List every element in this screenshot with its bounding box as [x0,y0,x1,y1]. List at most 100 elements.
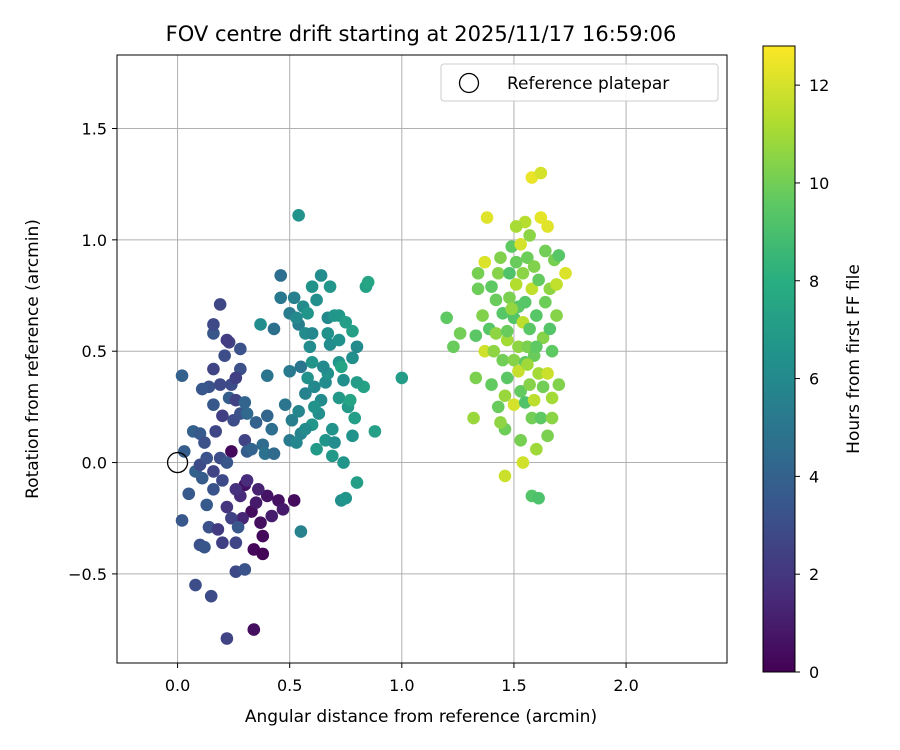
scatter-point [292,405,305,418]
scatter-point [220,632,234,645]
scatter-point [339,491,353,505]
scatter-point [317,360,330,374]
scatter-point [489,293,503,307]
scatter-point [285,413,299,427]
scatter-point [541,429,554,443]
scatter-point [274,291,288,305]
scatter-point [207,482,220,496]
scatter-point [469,371,483,385]
scatter-point [218,349,231,362]
scatter-point [346,351,359,365]
scatter-point [532,273,545,287]
scatter-point [310,293,323,307]
scatter-point [523,378,536,391]
scatter-point [207,398,220,411]
reference-marker [166,451,189,474]
scatter-point [478,344,492,358]
scatter-point [204,589,218,603]
scatter-point [278,398,292,411]
grid-lines [117,55,727,663]
scatter-point [240,407,254,420]
scatter-point [283,364,296,378]
scatter-point [527,393,541,407]
scatter-point [207,465,220,478]
scatter-point [207,362,220,376]
scatter-point [328,436,341,449]
scatter-point [476,309,489,322]
scatter-point [229,482,243,496]
y-tick-label: 0.5 [82,342,107,361]
scatter-point [541,220,554,233]
scatter-point [337,456,350,469]
scatter-point [254,318,267,331]
scatter-point [471,266,485,280]
scatter-point [496,353,510,367]
scatter-point [543,322,557,336]
scatter-point [229,536,243,550]
scatter-point [220,456,234,469]
scatter-point [305,356,319,369]
scatter-point [182,487,196,501]
colorbar-tick-label: 2 [809,565,819,584]
scatter-point [321,327,335,340]
x-tick-label: 0.5 [277,676,302,695]
scatter-point [305,327,319,340]
scatter-point [521,358,534,371]
scatter-point [559,266,572,280]
scatter-point [521,340,534,354]
scatter-point [523,229,536,242]
scatter-point [260,489,274,503]
scatter-point [200,498,214,512]
scatter-point [532,367,545,380]
scatter-point [514,384,527,398]
x-tick-label: 1.0 [389,676,414,695]
colorbar-frame [762,45,796,673]
scatter-point [350,340,364,354]
scatter-point [198,436,211,449]
scatter-point [301,307,314,320]
scatter-point [245,442,258,456]
y-tick-label: 1.0 [82,231,107,250]
y-tick-label: −0.5 [68,565,107,584]
scatter-point [207,318,220,331]
scatter-point [189,578,202,592]
scatter-point [545,391,559,405]
scatter-point [240,474,254,487]
scatter-point [249,496,263,509]
y-axis-ticks: −0.5 0.0 0.5 1.0 1.5 [68,119,117,584]
scatter-point [498,389,512,403]
scatter-point [498,469,512,483]
scatter-point [287,494,301,507]
scatter-point [509,255,523,269]
scatter-point [251,482,265,496]
colorbar-ticks: 0 2 4 6 8 10 12 [795,76,829,682]
scatter-point [489,327,503,340]
scatter-point [290,436,303,449]
scatter-point [350,376,364,389]
scatter-point [337,373,350,387]
scatter-point [292,209,305,222]
scatter-point [536,331,550,345]
scatter-point [294,525,308,538]
scatter-point [487,344,501,358]
scatter-point [539,295,552,309]
scatter-point [361,275,375,289]
scatter-point [550,278,563,291]
scatter-point [229,371,243,385]
scatter-point [541,367,554,380]
scatter-point [552,249,566,262]
scatter-point [485,378,498,391]
scatter-point [527,260,541,273]
colorbar-tick-label: 6 [809,370,819,389]
scatter-point [325,449,339,463]
scatter-point [209,425,222,438]
y-axis-label: Rotation from reference (arcmin) [23,219,43,499]
scatter-point [211,523,225,536]
scatter-point [550,309,563,322]
scatter-point [290,311,303,325]
scatter-point [274,269,288,282]
scatter-point [494,251,507,264]
scatter-point [249,416,263,429]
scatter-point [220,333,234,347]
scatter-point [478,255,492,269]
